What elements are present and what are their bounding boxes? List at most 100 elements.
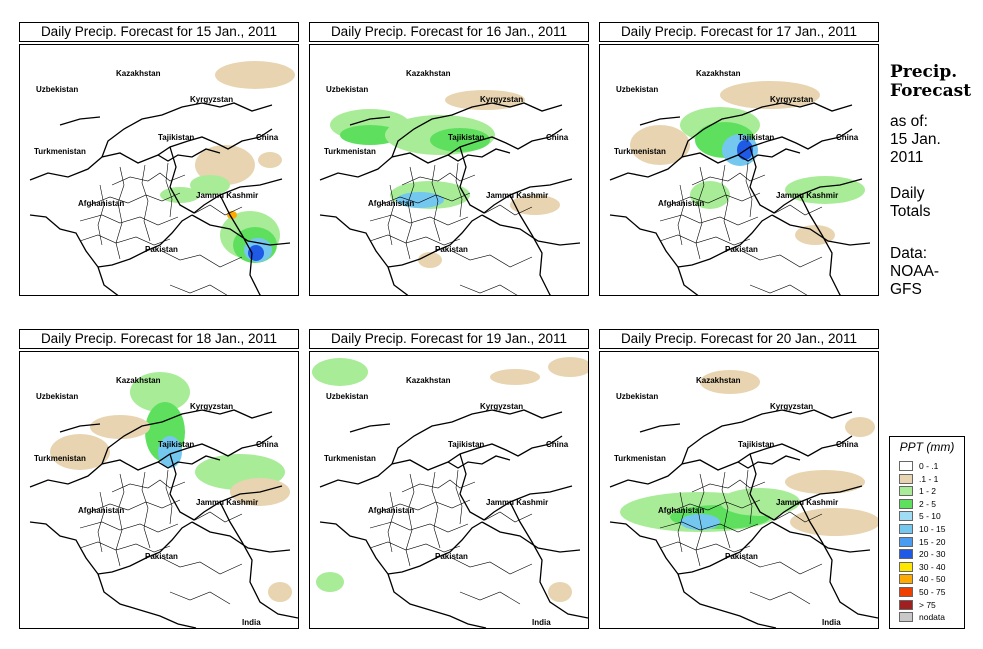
heading-line-1: Precip. <box>890 62 958 82</box>
panel-title: Daily Precip. Forecast for 19 Jan., 2011 <box>309 329 589 349</box>
forecast-panel-jan16: Daily Precip. Forecast for 16 Jan., 2011 <box>309 22 589 296</box>
label-pakistan: Pakistan <box>725 245 758 254</box>
map-svg <box>29 61 295 295</box>
label-pakistan: Pakistan <box>435 552 468 561</box>
label-turkmenistan: Turkmenistan <box>614 147 666 156</box>
map-svg <box>609 81 871 295</box>
forecast-panel-jan20: Daily Precip. Forecast for 20 Jan., 2011 <box>599 329 879 629</box>
label-kyrgyzstan: Kyrgyzstan <box>770 95 814 104</box>
legend-label: .1 - 1 <box>919 473 939 484</box>
precip-map-jan20: Kazakhstan Uzbekistan Kyrgyzstan Tajikis… <box>599 351 879 629</box>
country-boundaries <box>609 102 871 295</box>
label-afghanistan: Afghanistan <box>78 199 125 208</box>
precip-area <box>845 417 875 437</box>
label-kyrgyzstan: Kyrgyzstan <box>480 402 524 411</box>
precip-area <box>90 415 150 439</box>
precip-area <box>312 358 368 386</box>
map-svg <box>609 370 878 628</box>
label-pakistan: Pakistan <box>145 552 178 561</box>
precip-overlay <box>50 372 292 602</box>
legend-label: 15 - 20 <box>919 536 946 547</box>
country-boundaries <box>319 409 588 628</box>
label-afghanistan: Afghanistan <box>368 506 415 515</box>
label-tajikistan: Tajikistan <box>738 440 775 449</box>
precip-map-jan16: Kazakhstan Uzbekistan Kyrgyzstan Tajikis… <box>309 44 589 296</box>
panel-title: Daily Precip. Forecast for 16 Jan., 2011 <box>309 22 589 42</box>
legend-label: 50 - 75 <box>919 587 946 597</box>
label-tajikistan: Tajikistan <box>448 440 485 449</box>
label-china: China <box>836 440 859 449</box>
precip-overlay <box>160 61 295 263</box>
panel-title: Daily Precip. Forecast for 20 Jan., 2011 <box>599 329 879 349</box>
label-china: China <box>546 440 569 449</box>
label-tajikistan: Tajikistan <box>158 133 195 142</box>
precip-overlay <box>312 357 588 602</box>
precip-area <box>548 357 588 377</box>
legend-swatch <box>899 574 913 585</box>
label-india: India <box>242 618 261 627</box>
label-turkmenistan: Turkmenistan <box>34 454 86 463</box>
label-turkmenistan: Turkmenistan <box>324 454 376 463</box>
label-jammu-kashmir: Jammu Kashmir <box>196 498 259 507</box>
label-china: China <box>256 133 279 142</box>
precip-area <box>190 175 230 195</box>
legend-label: 40 - 50 <box>919 574 946 585</box>
legend-label: 10 - 15 <box>919 524 946 534</box>
precip-area <box>680 514 720 530</box>
label-kazakhstan: Kazakhstan <box>116 376 161 385</box>
precip-map-jan15: Kazakhstan Uzbekistan Kyrgyzstan Tajikis… <box>19 44 299 296</box>
issue-date: as of: 15 Jan. 2011 <box>890 113 983 167</box>
legend-swatch <box>899 536 913 547</box>
precip-area <box>258 152 282 168</box>
panel-title: Daily Precip. Forecast for 18 Jan., 2011 <box>19 329 299 349</box>
label-china: China <box>546 133 569 142</box>
legend-swatch <box>899 461 913 471</box>
label-pakistan: Pakistan <box>435 245 468 254</box>
label-jammu-kashmir: Jammu Kashmir <box>486 498 549 507</box>
label-uzbekistan: Uzbekistan <box>616 392 659 401</box>
label-india: India <box>822 618 841 627</box>
label-kyrgyzstan: Kyrgyzstan <box>190 402 234 411</box>
legend-swatch <box>899 486 913 497</box>
map-svg <box>29 372 298 628</box>
precip-area <box>720 488 800 516</box>
panel-title: Daily Precip. Forecast for 17 Jan., 2011 <box>599 22 879 42</box>
label-kazakhstan: Kazakhstan <box>696 69 741 78</box>
country-boundaries <box>319 102 581 295</box>
province-boundaries <box>659 162 823 295</box>
forecast-panel-jan19: Daily Precip. Forecast for 19 Jan., 2011 <box>309 329 589 629</box>
label-uzbekistan: Uzbekistan <box>326 392 369 401</box>
legend-label: nodata <box>919 612 945 623</box>
forecast-panel-jan18: Daily Precip. Forecast for 18 Jan., 2011 <box>19 329 299 629</box>
label-uzbekistan: Uzbekistan <box>616 85 659 94</box>
legend-label: 0 - .1 <box>919 461 939 471</box>
precip-area <box>510 195 560 215</box>
precip-area <box>490 369 540 385</box>
precip-map-jan18: Kazakhstan Uzbekistan Kyrgyzstan Tajikis… <box>19 351 299 629</box>
precip-area <box>430 128 490 152</box>
label-jammu-kashmir: Jammu Kashmir <box>196 191 259 200</box>
province-boundaries <box>369 469 533 605</box>
legend-swatch <box>899 473 913 484</box>
label-pakistan: Pakistan <box>725 552 758 561</box>
totals-note: Daily Totals <box>890 185 983 221</box>
label-turkmenistan: Turkmenistan <box>34 147 86 156</box>
precip-area <box>630 125 690 165</box>
map-svg <box>312 357 588 628</box>
data-label: Data: <box>890 245 928 262</box>
precip-area <box>50 434 110 470</box>
legend-swatch <box>899 587 913 597</box>
precip-area <box>160 187 200 203</box>
legend-label: 2 - 5 <box>919 498 937 509</box>
precip-area <box>690 181 730 209</box>
label-afghanistan: Afghanistan <box>78 506 125 515</box>
label-jammu-kashmir: Jammu Kashmir <box>776 191 839 200</box>
label-uzbekistan: Uzbekistan <box>36 392 79 401</box>
precip-area <box>785 470 865 494</box>
data-source-line-2: GFS <box>890 281 922 298</box>
label-china: China <box>836 133 859 142</box>
legend-label: > 75 <box>919 599 936 610</box>
precip-overlay <box>620 370 878 536</box>
forecast-panel-jan17: Daily Precip. Forecast for 17 Jan., 2011 <box>599 22 879 296</box>
label-kyrgyzstan: Kyrgyzstan <box>190 95 234 104</box>
